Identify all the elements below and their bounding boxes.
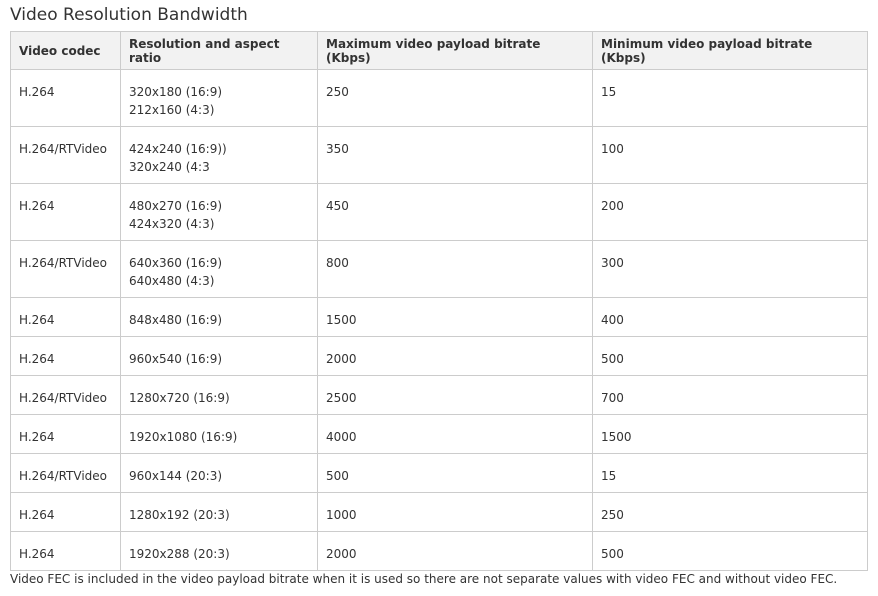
table-row: H.264 1920x1080 (16:9) 4000 1500: [10, 414, 868, 454]
codec-cell: H.264/RTVideo: [10, 240, 121, 298]
resolution-value: 424x240 (16:9)): [129, 142, 227, 156]
resolution-cell: 320x180 (16:9) 212x160 (4:3): [120, 69, 318, 127]
min-bitrate-cell: 400: [592, 297, 868, 337]
table-row: H.264 960x540 (16:9) 2000 500: [10, 336, 868, 376]
codec-cell: H.264: [10, 69, 121, 127]
table-row: H.264/RTVideo 960x144 (20:3) 500 15: [10, 453, 868, 493]
resolution-cell: 848x480 (16:9): [120, 297, 318, 337]
min-bitrate-cell: 250: [592, 492, 868, 532]
codec-cell: H.264/RTVideo: [10, 375, 121, 415]
header-video-codec: Video codec: [10, 31, 121, 70]
resolution-cell: 424x240 (16:9)) 320x240 (4:3: [120, 126, 318, 184]
max-bitrate-cell: 2000: [317, 336, 593, 376]
resolution-value: 212x160 (4:3): [129, 103, 215, 117]
table-row: H.264 480x270 (16:9) 424x320 (4:3) 450 2…: [10, 183, 868, 241]
min-bitrate-cell: 15: [592, 69, 868, 127]
min-bitrate-cell: 200: [592, 183, 868, 241]
min-bitrate-cell: 100: [592, 126, 868, 184]
resolution-value: 640x360 (16:9): [129, 256, 223, 270]
resolution-cell: 1280x192 (20:3): [120, 492, 318, 532]
footnote: Video FEC is included in the video paylo…: [10, 572, 838, 586]
resolution-cell: 1280x720 (16:9): [120, 375, 318, 415]
max-bitrate-cell: 1000: [317, 492, 593, 532]
video-resolution-table: Video codec Resolution and aspect ratio …: [10, 31, 868, 571]
min-bitrate-cell: 15: [592, 453, 868, 493]
resolution-cell: 1920x288 (20:3): [120, 531, 318, 571]
table-row: H.264/RTVideo 1280x720 (16:9) 2500 700: [10, 375, 868, 415]
resolution-cell: 480x270 (16:9) 424x320 (4:3): [120, 183, 318, 241]
header-resolution: Resolution and aspect ratio: [120, 31, 318, 70]
max-bitrate-cell: 250: [317, 69, 593, 127]
resolution-value: 424x320 (4:3): [129, 217, 215, 231]
resolution-value: 640x480 (4:3): [129, 274, 215, 288]
resolution-value: 320x240 (4:3: [129, 160, 210, 174]
max-bitrate-cell: 1500: [317, 297, 593, 337]
codec-cell: H.264: [10, 492, 121, 532]
resolution-cell: 640x360 (16:9) 640x480 (4:3): [120, 240, 318, 298]
header-min-bitrate: Minimum video payload bitrate (Kbps): [592, 31, 868, 70]
max-bitrate-cell: 500: [317, 453, 593, 493]
max-bitrate-cell: 4000: [317, 414, 593, 454]
table-header-row: Video codec Resolution and aspect ratio …: [10, 31, 868, 70]
table-row: H.264/RTVideo 640x360 (16:9) 640x480 (4:…: [10, 240, 868, 298]
max-bitrate-cell: 450: [317, 183, 593, 241]
resolution-value: 320x180 (16:9): [129, 85, 223, 99]
max-bitrate-cell: 2500: [317, 375, 593, 415]
table-row: H.264 848x480 (16:9) 1500 400: [10, 297, 868, 337]
codec-cell: H.264: [10, 297, 121, 337]
table-row: H.264/RTVideo 424x240 (16:9)) 320x240 (4…: [10, 126, 868, 184]
codec-cell: H.264/RTVideo: [10, 126, 121, 184]
max-bitrate-cell: 2000: [317, 531, 593, 571]
codec-cell: H.264/RTVideo: [10, 453, 121, 493]
min-bitrate-cell: 1500: [592, 414, 868, 454]
table-row: H.264 320x180 (16:9) 212x160 (4:3) 250 1…: [10, 69, 868, 127]
min-bitrate-cell: 500: [592, 336, 868, 376]
min-bitrate-cell: 700: [592, 375, 868, 415]
page-title: Video Resolution Bandwidth: [10, 5, 248, 25]
resolution-cell: 1920x1080 (16:9): [120, 414, 318, 454]
resolution-cell: 960x540 (16:9): [120, 336, 318, 376]
max-bitrate-cell: 800: [317, 240, 593, 298]
resolution-cell: 960x144 (20:3): [120, 453, 318, 493]
table-row: H.264 1920x288 (20:3) 2000 500: [10, 531, 868, 571]
header-max-bitrate: Maximum video payload bitrate (Kbps): [317, 31, 593, 70]
max-bitrate-cell: 350: [317, 126, 593, 184]
min-bitrate-cell: 500: [592, 531, 868, 571]
table-row: H.264 1280x192 (20:3) 1000 250: [10, 492, 868, 532]
min-bitrate-cell: 300: [592, 240, 868, 298]
codec-cell: H.264: [10, 183, 121, 241]
codec-cell: H.264: [10, 336, 121, 376]
codec-cell: H.264: [10, 414, 121, 454]
codec-cell: H.264: [10, 531, 121, 571]
resolution-value: 480x270 (16:9): [129, 199, 223, 213]
